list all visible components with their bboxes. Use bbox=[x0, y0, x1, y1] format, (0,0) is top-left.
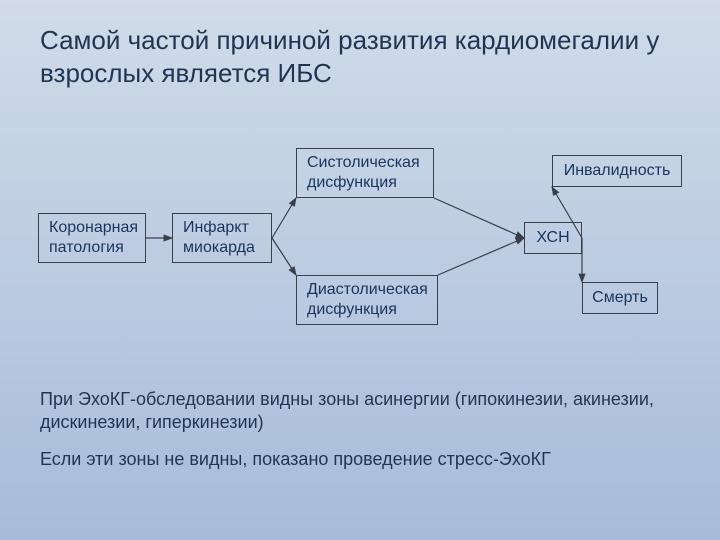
slide: Самой частой причиной развития кардиомег… bbox=[0, 0, 720, 540]
edge-infarct-to-systolic bbox=[272, 198, 296, 238]
node-diastolic: Диастолическая дисфункция bbox=[296, 275, 438, 325]
slide-title: Самой частой причиной развития кардиомег… bbox=[40, 24, 680, 89]
node-coronary: Коронарная патология bbox=[38, 213, 146, 263]
node-death: Смерть bbox=[582, 282, 658, 314]
edge-diastolic-to-chf bbox=[438, 238, 524, 275]
body-text-1: При ЭхоКГ-обследовании видны зоны асинер… bbox=[40, 388, 680, 435]
body-text-2: Если эти зоны не видны, показано проведе… bbox=[40, 448, 680, 471]
node-infarct: Инфаркт миокарда bbox=[172, 213, 272, 263]
edge-infarct-to-diastolic bbox=[272, 238, 296, 275]
edge-systolic-to-chf bbox=[434, 198, 524, 238]
node-chf: ХСН bbox=[524, 222, 582, 254]
node-systolic: Систолическая дисфункция bbox=[296, 148, 434, 198]
node-disability: Инвалидность bbox=[552, 155, 682, 187]
